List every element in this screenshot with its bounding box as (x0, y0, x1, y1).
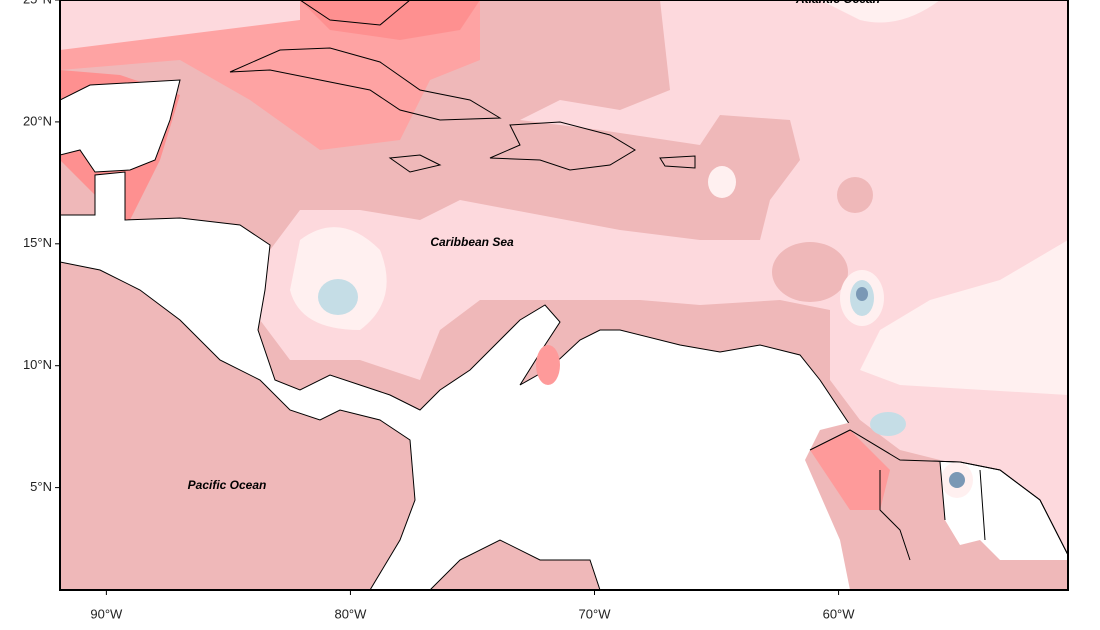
lon-tick-label: 80°W (334, 606, 367, 621)
ocean-label: Atlantic Ocean (795, 0, 880, 6)
lon-tick-label: 60°W (823, 606, 856, 621)
islands (229, 0, 696, 173)
lat-tick-label: 5°N (30, 479, 52, 494)
guiana-field (536, 345, 1068, 590)
land (60, 79, 1068, 590)
ocean-label: Caribbean Sea (430, 235, 514, 249)
lat-tick-label: 20°N (23, 113, 52, 128)
ocean-label: Pacific Ocean (188, 478, 267, 492)
lon-tick-label: 90°W (90, 606, 123, 621)
lon-tick-label: 70°W (579, 606, 612, 621)
lat-tick-label: 10°N (23, 357, 52, 372)
frame (59, 0, 1069, 591)
lat-tick-label: 25°N (23, 0, 52, 6)
lat-tick-label: 15°N (23, 235, 52, 250)
